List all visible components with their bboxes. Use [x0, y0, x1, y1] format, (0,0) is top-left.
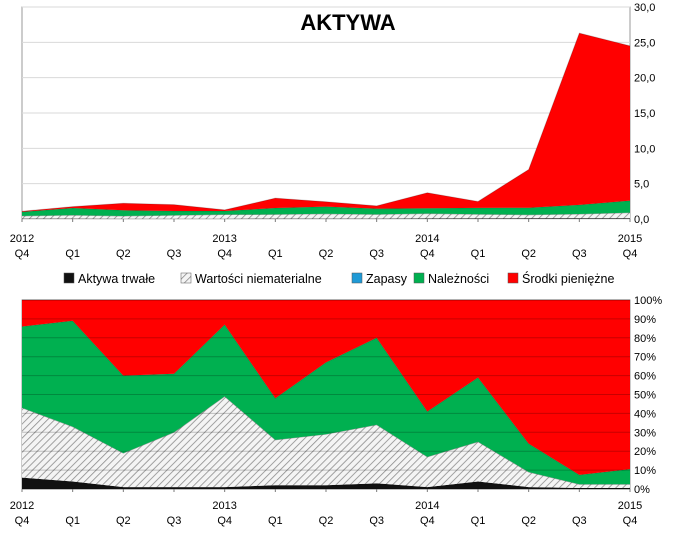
area-srodki-pieniezne	[22, 33, 630, 212]
x-tick-quarter: Q4	[217, 515, 232, 527]
x-tick-year: 2013	[212, 233, 236, 245]
y-tick-label: 50%	[634, 390, 656, 402]
x-tick-quarter: Q1	[268, 515, 283, 527]
legend-label: Należności	[428, 272, 489, 286]
x-tick-year: 2012	[10, 500, 34, 512]
x-tick-quarter: Q3	[572, 248, 587, 260]
bottom-y-axis: 100% 90% 80% 70% 60% 50% 40% 30% 20% 10% 0%	[634, 295, 662, 496]
x-tick-quarter: Q2	[521, 248, 536, 260]
x-tick-quarter: Q4	[15, 515, 30, 527]
x-tick-quarter: Q4	[623, 248, 638, 260]
x-tick-quarter: Q1	[65, 515, 80, 527]
legend-label: Środki pieniężne	[522, 271, 614, 286]
x-tick-quarter: Q2	[319, 248, 334, 260]
x-tick-quarter: Q4	[420, 248, 435, 260]
top-y-axis: 30,0 25,0 20,0 15,0 10,0 5,0 0,0	[634, 2, 655, 226]
top-x-axis: 2012 Q4 Q1 Q2 Q3 2013 Q4 Q1 Q2 Q3 2014 Q4 Q1 Q2 Q3 2015…	[10, 219, 642, 260]
x-tick-year: 2013	[212, 500, 236, 512]
y-tick-label: 30%	[634, 427, 656, 439]
y-tick-label: 80%	[634, 333, 656, 345]
area-aktywa-trwale	[22, 218, 630, 219]
bottom-x-axis: 2012 Q4 Q1 Q2 Q3 2013 Q4 Q1 Q2 Q3 2014 Q4 Q1 Q2 Q3 2015…	[10, 489, 642, 527]
top-area-series	[21, 32, 631, 220]
x-tick-quarter: Q2	[319, 515, 334, 527]
x-tick-year: 2015	[618, 233, 642, 245]
y-tick-label: 15,0	[634, 108, 655, 120]
y-tick-label: 90%	[634, 314, 656, 326]
x-tick-year: 2014	[415, 500, 439, 512]
y-tick-label: 70%	[634, 352, 656, 364]
x-tick-quarter: Q3	[369, 515, 384, 527]
x-tick-quarter: Q4	[623, 515, 638, 527]
x-tick-year: 2014	[415, 233, 439, 245]
x-tick-quarter: Q4	[217, 248, 232, 260]
area-edge-srodki-pieniezne	[21, 32, 631, 212]
x-tick-quarter: Q4	[420, 515, 435, 527]
x-tick-quarter: Q3	[572, 515, 587, 527]
y-tick-label: 0%	[634, 484, 650, 496]
y-tick-label: 100%	[634, 295, 662, 307]
y-tick-label: 10,0	[634, 143, 655, 155]
x-tick-quarter: Q1	[471, 515, 486, 527]
x-tick-quarter: Q3	[167, 248, 182, 260]
y-tick-label: 0,0	[634, 214, 649, 226]
legend-label: Wartości niematerialne	[195, 272, 322, 286]
x-tick-quarter: Q3	[369, 248, 384, 260]
x-tick-quarter: Q2	[116, 248, 131, 260]
area-srodki-pieniezne	[22, 300, 630, 475]
x-tick-year: 2015	[618, 500, 642, 512]
black-square-icon	[63, 272, 75, 284]
x-tick-quarter: Q1	[268, 248, 283, 260]
y-tick-label: 20,0	[634, 73, 655, 85]
x-tick-quarter: Q2	[521, 515, 536, 527]
legend-label: Aktywa trwałe	[78, 272, 155, 286]
x-tick-quarter: Q3	[167, 515, 182, 527]
x-tick-quarter: Q2	[116, 515, 131, 527]
x-tick-year: 2012	[10, 233, 34, 245]
y-tick-label: 30,0	[634, 2, 655, 14]
area-aktywa-trwale	[22, 477, 630, 489]
bottom-gridlines	[22, 299, 630, 490]
x-tick-quarter: Q1	[471, 248, 486, 260]
green-square-icon	[413, 272, 425, 284]
y-tick-label: 20%	[634, 446, 656, 458]
y-tick-label: 60%	[634, 371, 656, 383]
bottom-area-series	[21, 299, 631, 489]
legend: Aktywa trwałe Wartości niematerialne Zapas…	[63, 271, 614, 286]
y-tick-label: 10%	[634, 465, 656, 477]
legend-label: Zapasy	[366, 272, 408, 286]
y-tick-label: 40%	[634, 408, 656, 420]
area-naleznosci	[22, 200, 630, 216]
area-wartosci-niematerialne	[22, 212, 630, 219]
blue-square-icon	[351, 272, 363, 284]
area-naleznosci	[22, 320, 630, 485]
chart-title: AKTYWA	[300, 10, 395, 35]
area-wartosci-niematerialne	[22, 396, 630, 489]
x-tick-quarter: Q1	[65, 248, 80, 260]
x-tick-quarter: Q4	[15, 248, 30, 260]
hatched-square-icon	[180, 272, 192, 284]
bottom-chart: 100% 90% 80% 70% 60% 50% 40% 30% 20% 10% 0% 2012 Q4…	[10, 295, 663, 527]
y-tick-label: 25,0	[634, 37, 655, 49]
y-tick-label: 5,0	[634, 179, 649, 191]
red-square-icon	[507, 272, 519, 284]
